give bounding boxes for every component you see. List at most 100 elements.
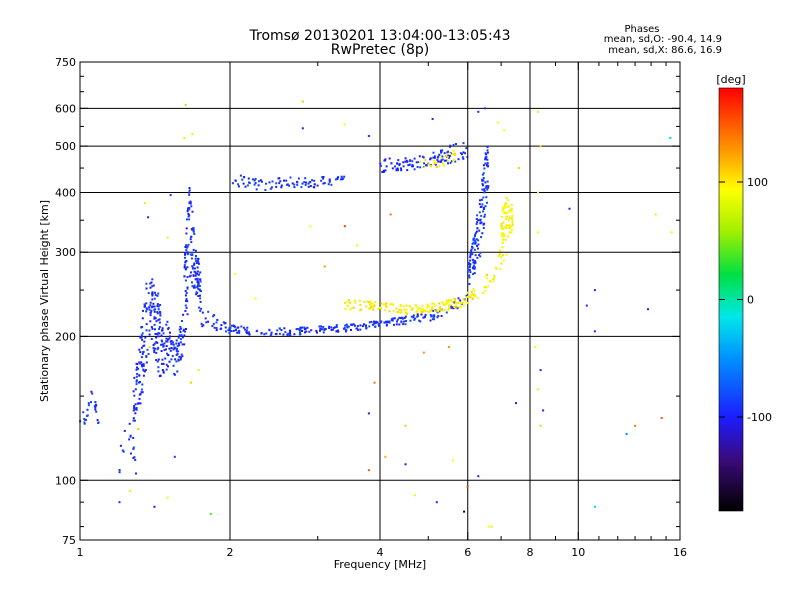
echo-point: [182, 329, 185, 332]
echo-point: [437, 160, 440, 163]
echo-point: [448, 156, 451, 159]
echo-point: [159, 374, 162, 377]
echo-point: [381, 171, 384, 173]
echo-point: [149, 320, 152, 323]
echo-point: [416, 310, 419, 312]
echo-point: [286, 333, 289, 336]
echo-point: [167, 326, 170, 329]
echo-point: [171, 355, 174, 357]
echo-point: [463, 510, 466, 513]
echo-point: [297, 177, 300, 180]
echo-point: [334, 326, 337, 329]
echo-point: [508, 209, 511, 212]
echo-point: [428, 305, 430, 308]
echo-point: [421, 155, 424, 158]
colorbar-tick-label: -100: [747, 411, 772, 424]
echo-point: [502, 227, 505, 230]
echo-point: [433, 156, 436, 159]
echo-point: [470, 249, 473, 252]
echo-point: [396, 320, 398, 323]
echo-point: [499, 249, 502, 252]
echo-point: [647, 308, 649, 311]
echo-point: [403, 308, 406, 311]
echo-point: [83, 418, 86, 420]
echo-point: [139, 351, 142, 354]
echo-point: [484, 289, 487, 292]
echo-point: [153, 305, 156, 308]
echo-point: [135, 362, 138, 365]
echo-point: [327, 183, 330, 186]
echo-point: [369, 303, 372, 306]
echo-point: [453, 301, 456, 304]
echo-point: [473, 272, 476, 275]
echo-point: [440, 315, 443, 317]
echo-point: [468, 265, 471, 268]
echo-point: [373, 322, 376, 325]
echo-point: [153, 351, 156, 354]
echo-point: [482, 172, 485, 175]
echo-point: [184, 268, 187, 271]
echo-point: [427, 163, 430, 166]
echo-point: [477, 239, 480, 242]
echo-point: [145, 310, 148, 313]
echo-point: [134, 412, 137, 415]
echo-point: [179, 341, 182, 344]
echo-point: [187, 208, 189, 211]
echo-point: [478, 229, 481, 232]
echo-point: [413, 157, 416, 160]
echo-point: [299, 333, 302, 336]
echo-point: [191, 285, 194, 288]
echo-point: [468, 276, 471, 279]
echo-point: [517, 167, 520, 169]
echo-point: [224, 322, 227, 325]
echo-point: [167, 354, 170, 357]
echo-point: [149, 286, 152, 289]
echo-point: [141, 352, 144, 355]
echo-point: [669, 137, 672, 139]
echo-point: [153, 349, 156, 352]
echo-point: [83, 421, 86, 424]
echo-point: [212, 322, 215, 325]
echo-point: [367, 469, 370, 472]
echo-point: [404, 424, 407, 427]
echo-point: [280, 184, 283, 187]
echo-point: [454, 160, 457, 163]
echo-point: [234, 325, 236, 328]
echo-point: [449, 303, 452, 306]
echo-point: [467, 268, 470, 271]
echo-point: [374, 300, 377, 303]
echo-point: [432, 309, 435, 312]
echo-point: [405, 320, 408, 322]
echo-point: [150, 309, 153, 312]
echo-point: [289, 334, 292, 337]
echo-point: [183, 264, 186, 267]
echo-point: [301, 127, 304, 130]
echo-point: [94, 401, 97, 404]
echo-point: [420, 309, 423, 312]
echo-point: [184, 330, 187, 333]
echo-point: [511, 217, 514, 220]
echo-point: [150, 326, 153, 329]
echo-point: [508, 219, 510, 222]
echo-point: [132, 390, 135, 393]
echo-point: [451, 459, 454, 462]
echo-point: [192, 228, 195, 231]
echo-point: [90, 390, 93, 393]
colorbar-tick-label: 0: [747, 294, 754, 307]
echo-point: [180, 353, 183, 356]
echo-point: [486, 273, 489, 276]
echo-point: [483, 167, 486, 170]
echo-point: [457, 158, 460, 161]
echo-point: [194, 257, 197, 260]
echo-point: [277, 177, 280, 180]
echo-point: [185, 292, 188, 294]
echo-point: [454, 299, 456, 302]
echo-point: [462, 142, 465, 145]
echo-point: [132, 447, 135, 450]
echo-point: [438, 308, 441, 311]
echo-point: [368, 325, 371, 328]
echo-point: [440, 149, 442, 152]
echo-point: [174, 358, 177, 361]
echo-point: [199, 280, 202, 283]
echo-point: [293, 183, 296, 186]
